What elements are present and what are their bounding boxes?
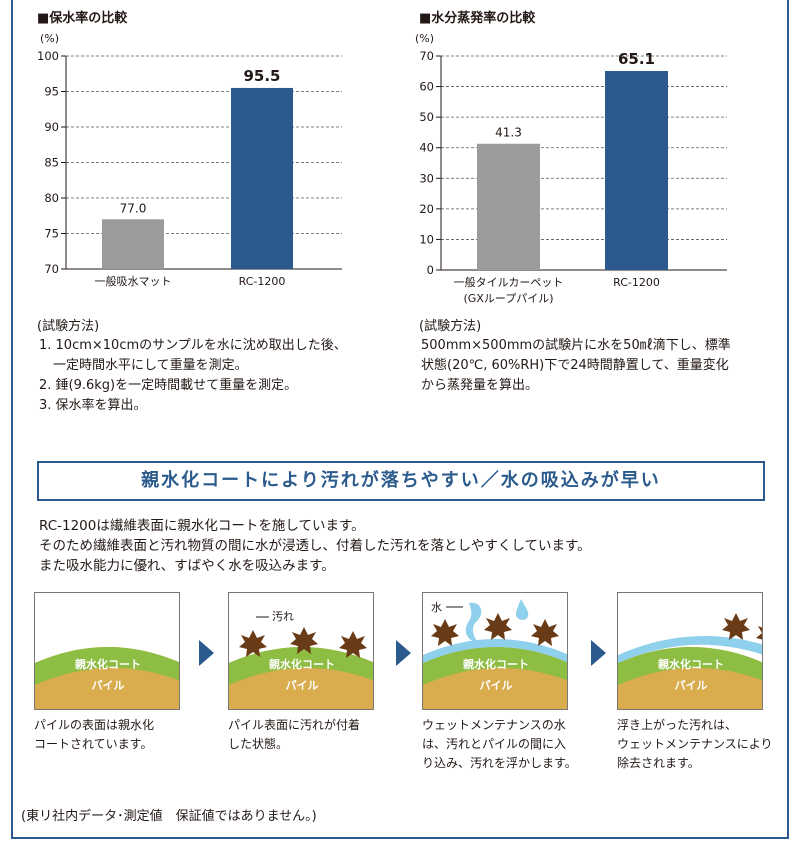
bar <box>477 143 540 270</box>
method-line: から蒸発量を算出。 <box>421 378 539 393</box>
x-tick-label: RC-1200 <box>239 275 286 288</box>
caption-line: 浮き上がった汚れは、 <box>617 718 738 732</box>
arrow-right-icon <box>591 640 606 666</box>
data-label: 41.3 <box>495 126 522 140</box>
data-label: 77.0 <box>120 201 147 215</box>
y-tick-label: 70 <box>419 49 434 63</box>
y-tick-label: 95 <box>44 85 59 99</box>
y-tick-label: 40 <box>419 141 434 155</box>
method-line: 2. 錘(9.6kg)を一定時間載せて重量を測定。 <box>39 378 298 393</box>
layer-label-coat: 親水化コート <box>269 658 335 671</box>
water-retention-chart: (%) 70 75 80 85 90 95 100 77.0 一般吸水マット 95.5 RC-1200 <box>37 32 342 288</box>
data-label: 95.5 <box>243 67 280 85</box>
intro-line: RC-1200は繊維表面に親水化コートを施しています。 <box>39 518 365 534</box>
y-tick-label: 80 <box>44 191 59 205</box>
chart-title-water-retention: ■保水率の比較 <box>37 11 128 26</box>
layer-label-pile: パイル <box>674 679 708 692</box>
layer-label-coat: 親水化コート <box>75 658 141 671</box>
method-line: 状態(20℃, 60%RH)下で24時間静置して、重量変化 <box>421 358 729 373</box>
y-tick-label: 70 <box>44 262 59 276</box>
water-drop-icon <box>515 599 529 620</box>
water-label: 水 <box>431 601 442 614</box>
y-tick-label: 10 <box>419 232 434 246</box>
method-heading-right: (試験方法) <box>419 319 482 334</box>
y-tick-label: 50 <box>419 110 434 124</box>
method-line: 一定時間水平にして重量を測定。 <box>53 358 248 373</box>
caption-line: ウェットメンテナンスにより <box>617 737 773 751</box>
footer-note: (東リ社内データ･測定値 保証値ではありません。) <box>21 809 317 824</box>
layer-label-coat: 親水化コート <box>658 658 724 671</box>
arrow-right-icon <box>396 640 411 666</box>
water-stream-icon <box>465 602 482 643</box>
dirt-particle-icon <box>722 613 762 640</box>
diagram-panel-coated: 親水化コート パイル <box>34 592 180 710</box>
intro-line: そのため繊維表面と汚れ物質の間に水が浸透し、付着した汚れを落としやすくしています… <box>39 538 591 554</box>
bar <box>102 219 164 269</box>
caption-line: 除去されます。 <box>617 756 700 770</box>
dirt-particle-icon <box>239 627 367 658</box>
caption-line: パイルの表面は親水化 <box>34 718 155 732</box>
y-tick-label: 60 <box>419 80 434 94</box>
dirt-label: 汚れ <box>272 610 294 623</box>
caption-4: 浮き上がった汚れは、 ウェットメンテナンスにより 除去されます。 <box>617 716 773 773</box>
caption-line: コートされています。 <box>34 737 153 751</box>
bar <box>231 87 293 269</box>
y-tick-label: 90 <box>44 120 59 134</box>
dirt-particle-icon <box>431 613 559 646</box>
y-tick-label: 0 <box>427 263 434 277</box>
caption-1: パイルの表面は親水化 コートされています。 <box>34 716 154 754</box>
diagram-panel-removed: 親水化コート パイル <box>617 592 763 710</box>
y-tick-label: 30 <box>419 171 434 185</box>
evaporation-chart: (%) 0 10 20 30 40 50 60 70 41.3 一般タイルカーペット (GXループパイ… <box>415 32 727 305</box>
x-tick-label: 一般吸水マット <box>95 275 172 288</box>
caption-line: した状態。 <box>228 737 289 751</box>
y-axis-label: (%) <box>415 32 434 45</box>
intro-line: また吸水能力に優れ、すばやく水を吸込みます。 <box>39 558 335 574</box>
y-tick-label: 85 <box>44 156 59 170</box>
bar <box>605 70 668 270</box>
layer-label-pile: パイル <box>479 679 513 692</box>
x-tick-label: 一般タイルカーペット <box>454 276 564 289</box>
y-axis-label: (%) <box>40 32 59 45</box>
chart-title-evaporation: ■水分蒸発率の比較 <box>419 11 536 26</box>
page-frame <box>11 0 789 839</box>
y-tick-label: 75 <box>44 227 59 241</box>
method-heading-left: (試験方法) <box>37 319 100 334</box>
caption-2: パイル表面に汚れが付着 した状態。 <box>228 716 360 754</box>
method-line: 500mm×500mmの試験片に水を50㎖滴下し、標準 <box>421 338 731 353</box>
diagram-panel-water: 水 親水化コート パイル <box>422 592 568 710</box>
method-line: 3. 保水率を算出。 <box>39 398 147 413</box>
caption-line: り込み、汚れを浮かします。 <box>422 756 577 770</box>
layer-label-pile: パイル <box>91 679 125 692</box>
y-tick-label: 100 <box>37 49 59 63</box>
caption-3: ウェットメンテナンスの水 は、汚れとパイルの間に入 り込み、汚れを浮かします。 <box>422 716 577 773</box>
layer-label-coat: 親水化コート <box>463 658 529 671</box>
x-tick-label: RC-1200 <box>613 276 660 289</box>
y-tick-label: 20 <box>419 202 434 216</box>
layer-label-pile: パイル <box>285 679 319 692</box>
arrow-right-icon <box>199 640 214 666</box>
data-label: 65.1 <box>618 50 655 68</box>
diagram-panel-dirt: 汚れ 親水化コート パイル <box>228 592 374 710</box>
method-line: 1. 10cm×10cmのサンプルを水に沈め取出した後、 <box>39 338 347 353</box>
x-tick-label: (GXループパイル) <box>464 292 554 305</box>
caption-line: ウェットメンテナンスの水 <box>422 718 566 732</box>
feature-banner: 親水化コートにより汚れが落ちやすい／水の吸込みが早い <box>37 461 765 501</box>
caption-line: パイル表面に汚れが付着 <box>228 718 361 732</box>
caption-line: は、汚れとパイルの間に入 <box>422 737 567 751</box>
